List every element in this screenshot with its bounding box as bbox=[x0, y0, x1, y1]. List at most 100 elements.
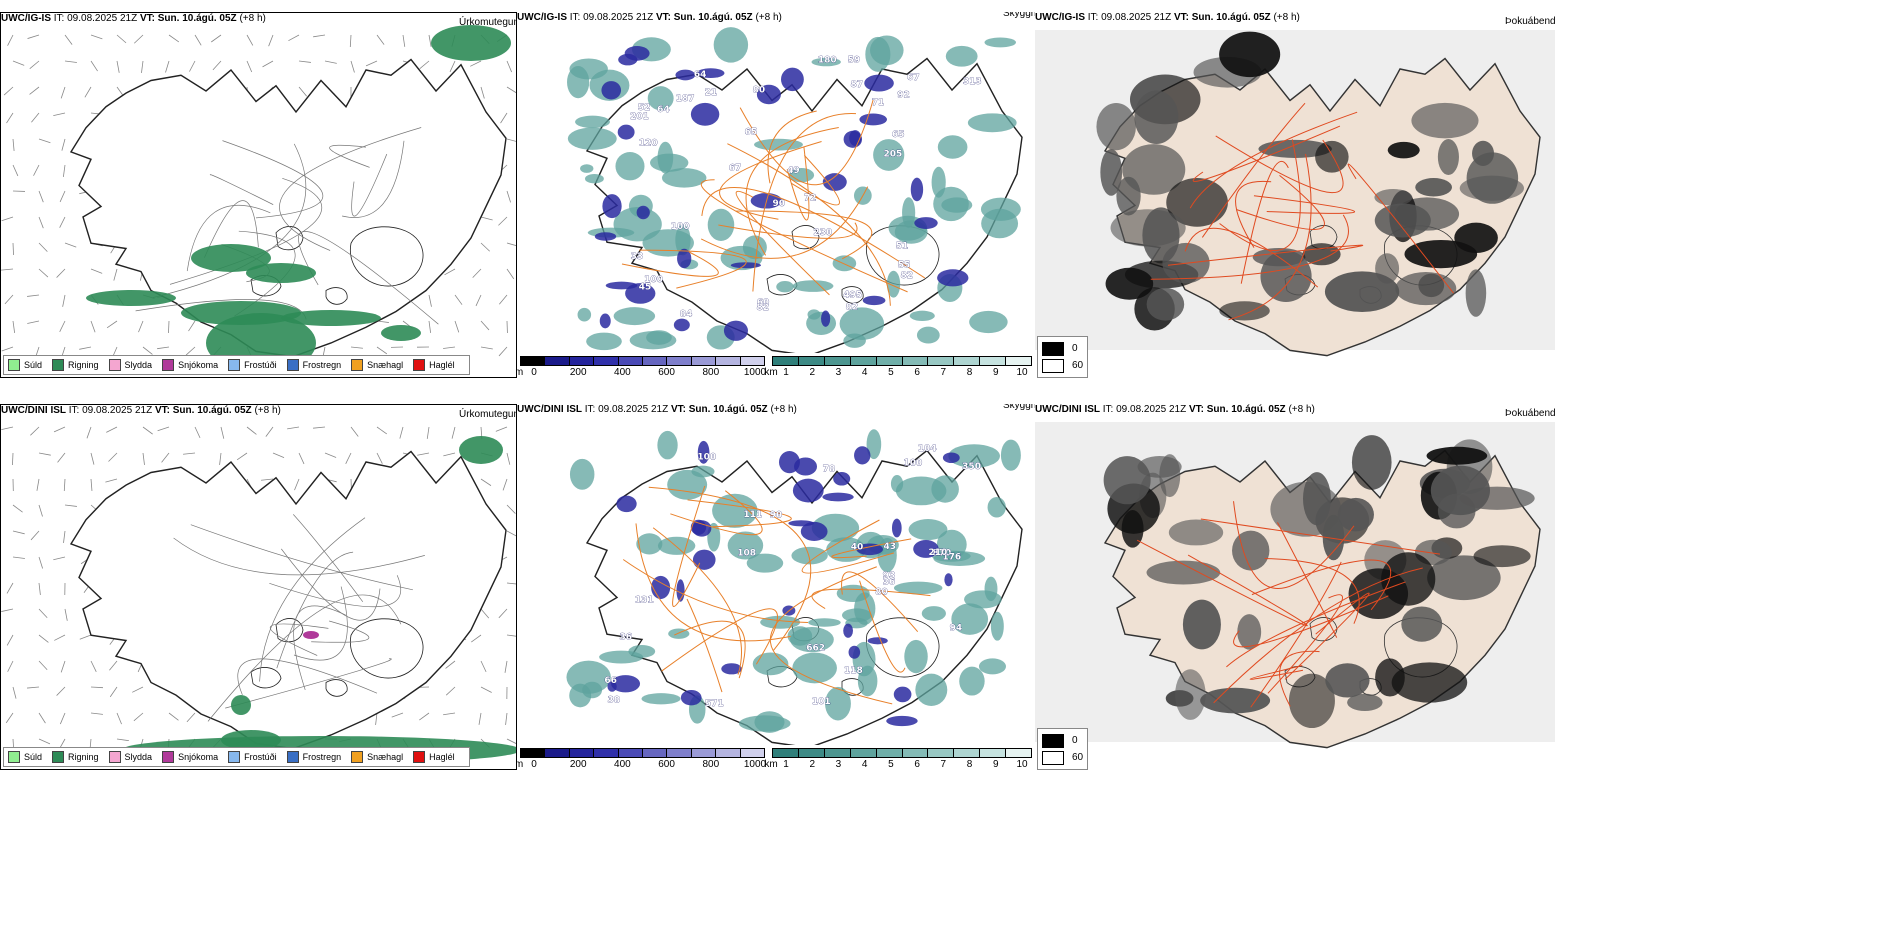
wind-barb bbox=[443, 713, 455, 715]
visibility-area bbox=[933, 187, 969, 221]
low-cloud-area bbox=[833, 472, 850, 486]
low-cloud-area bbox=[637, 206, 650, 219]
wind-barb bbox=[63, 295, 65, 307]
field-label: Úrkomutegund bbox=[459, 409, 517, 421]
colorbar-tick: 200 bbox=[570, 759, 587, 770]
wind-barb bbox=[117, 713, 122, 724]
colorbar-unit: m bbox=[517, 759, 523, 770]
it-value: 09.08.2025 21Z bbox=[1101, 12, 1171, 23]
low-cloud-area bbox=[864, 75, 894, 92]
wind-barb bbox=[2, 217, 13, 221]
legend-item: Frostúði bbox=[228, 751, 277, 763]
cloud-base-value: 67 bbox=[907, 73, 920, 83]
wind-barb bbox=[157, 347, 169, 349]
wind-barb bbox=[54, 427, 65, 432]
wind-barb bbox=[12, 453, 13, 465]
wind-barb bbox=[39, 243, 47, 252]
legend-label: Súld bbox=[24, 360, 42, 370]
wind-barb bbox=[452, 427, 455, 439]
wind-barb bbox=[247, 35, 253, 45]
legend-item: Súld bbox=[8, 359, 42, 371]
wind-barb bbox=[377, 453, 382, 464]
wind-barb bbox=[507, 505, 515, 514]
wind-barb bbox=[13, 321, 15, 333]
panel-header: UWC/DINI ISL IT: 09.08.2025 21Z VT: Sun.… bbox=[1, 405, 281, 417]
low-cloud-area bbox=[859, 114, 887, 126]
legend-label: Frostúði bbox=[244, 360, 277, 370]
wind-barb bbox=[195, 35, 201, 45]
fog-area bbox=[1134, 91, 1178, 144]
cloud-base-value: 82 bbox=[846, 303, 859, 313]
colorbar-tick: 1 bbox=[783, 367, 789, 378]
wind-barb bbox=[507, 583, 517, 584]
wind-barb bbox=[183, 453, 195, 454]
wind-barb bbox=[325, 453, 336, 458]
model-name: UWC/IG-IS bbox=[517, 12, 567, 23]
precip-type-map: UWC/IG-IS IT: 09.08.2025 21Z VT: Sun. 10… bbox=[0, 12, 517, 378]
low-cloud-area bbox=[693, 550, 716, 570]
vt-label: VT: bbox=[656, 12, 671, 23]
legend-label: 60 bbox=[1072, 360, 1083, 371]
visibility-area bbox=[575, 116, 610, 128]
wind-barb bbox=[498, 217, 507, 225]
wind-barb bbox=[351, 61, 354, 72]
visibility-area bbox=[585, 174, 604, 183]
legend-item: 60 bbox=[1042, 357, 1083, 374]
vt-label: VT: bbox=[1189, 404, 1204, 415]
wind-barb bbox=[91, 687, 103, 688]
wind-barb bbox=[188, 321, 195, 331]
legend-swatch bbox=[8, 751, 20, 763]
visibility-area bbox=[793, 280, 834, 292]
wind-barb bbox=[39, 583, 40, 595]
cloud-base-value: 100 bbox=[644, 275, 663, 285]
visibility-area bbox=[792, 653, 837, 684]
cloud-base-value: 36 bbox=[620, 632, 633, 642]
wind-barb bbox=[37, 479, 39, 491]
wind-barb bbox=[91, 453, 94, 465]
legend-swatch bbox=[109, 359, 121, 371]
colorbar-tick: 8 bbox=[967, 367, 973, 378]
rain-area bbox=[381, 325, 421, 341]
wind-barb bbox=[143, 347, 152, 354]
model-name: UWC/DINI ISL bbox=[517, 404, 582, 415]
legend-item: Snæhagl bbox=[351, 359, 403, 371]
vt-label: VT: bbox=[140, 13, 155, 24]
wind-barb bbox=[5, 295, 13, 304]
wind-barb bbox=[499, 609, 507, 618]
fog-area bbox=[1303, 243, 1341, 265]
wind-barb bbox=[507, 269, 514, 279]
low-cloud-area bbox=[822, 493, 853, 502]
wind-barb bbox=[117, 35, 126, 43]
visibility-area bbox=[641, 693, 680, 704]
wind-barb bbox=[186, 347, 195, 355]
cloud-base-value: 82 bbox=[900, 271, 913, 281]
vt-value: Sun. 10.ágú. 05Z bbox=[1207, 404, 1286, 415]
legend-item: Súld bbox=[8, 751, 42, 763]
cloud-base-value: 36 bbox=[883, 578, 896, 588]
wind-barb bbox=[325, 61, 337, 63]
low-cloud-area bbox=[616, 496, 636, 513]
wind-barb bbox=[39, 661, 47, 670]
fog-area bbox=[1104, 456, 1151, 504]
visibility-area bbox=[568, 127, 617, 149]
wind-barb bbox=[109, 661, 117, 670]
low-cloud-area bbox=[675, 70, 695, 81]
wind-barb bbox=[39, 217, 43, 228]
colorbar-tick: 7 bbox=[941, 759, 947, 770]
visibility-area bbox=[586, 333, 622, 351]
wind-barb bbox=[287, 427, 299, 429]
fog-area bbox=[1349, 568, 1409, 619]
wind-barb bbox=[269, 35, 273, 46]
wind-barb bbox=[134, 713, 143, 721]
field-label: Skyggni bbox=[1003, 12, 1035, 20]
wind-barb bbox=[13, 165, 18, 176]
visibility-area bbox=[578, 308, 592, 322]
low-cloud-area bbox=[618, 125, 635, 140]
rain-area bbox=[231, 695, 251, 715]
cloud-base-value: 187 bbox=[676, 94, 695, 104]
fog-area bbox=[1175, 669, 1206, 720]
cloud-base-value: 100 bbox=[697, 452, 716, 462]
wind-barb bbox=[427, 427, 429, 439]
wind-barb bbox=[31, 113, 39, 122]
wind-barb bbox=[61, 87, 65, 98]
